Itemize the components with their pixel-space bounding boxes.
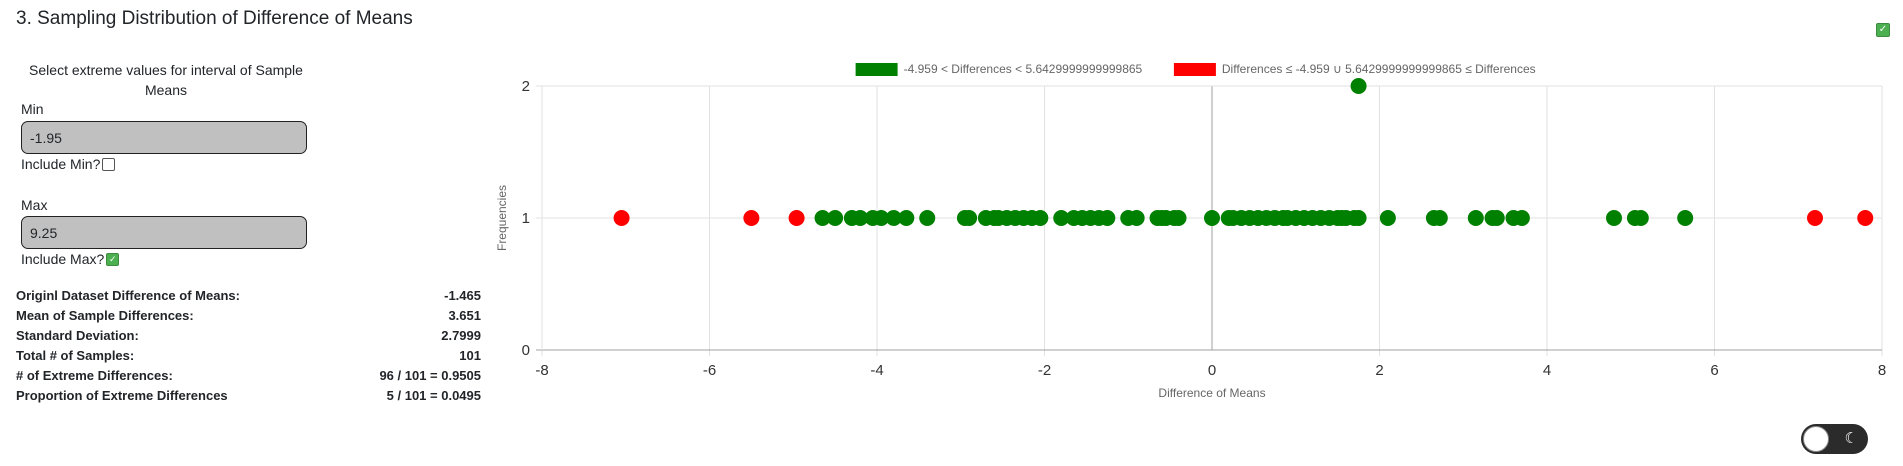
data-point — [1379, 210, 1396, 226]
stat-row: Total # of Samples: 101 — [16, 346, 481, 366]
x-tick-label: 4 — [1543, 362, 1551, 379]
data-point — [788, 210, 805, 226]
data-point — [885, 210, 902, 226]
x-tick-label: -6 — [703, 362, 716, 379]
data-point — [1350, 210, 1367, 226]
data-point — [1204, 210, 1220, 226]
y-tick-label: 2 — [522, 78, 530, 95]
data-point — [961, 210, 978, 226]
difference-of-means-chart: -4.959 < Differences < 5.642999999999986… — [495, 62, 1886, 400]
x-tick-label: -8 — [535, 362, 548, 379]
include-min-label: Include Min? — [21, 156, 101, 172]
stat-row: # of Extreme Differences: 96 / 101 = 0.9… — [16, 366, 481, 386]
data-point — [1128, 210, 1145, 226]
data-point — [613, 210, 630, 226]
stat-row: Originl Dataset Difference of Means: -1.… — [16, 286, 481, 306]
data-point — [898, 210, 915, 226]
data-point — [1170, 210, 1187, 226]
interval-instruction: Select extreme values for interval of Sa… — [29, 62, 303, 98]
data-point — [1032, 210, 1049, 226]
stat-value: 5 / 101 = 0.0495 — [386, 388, 481, 403]
data-point — [1053, 210, 1070, 226]
x-tick-label: 0 — [1208, 362, 1216, 379]
data-point — [1513, 210, 1530, 226]
moon-icon: ☾ — [1844, 430, 1858, 447]
include-max-checkbox[interactable]: ✓ — [106, 252, 120, 266]
stat-value: 2.7999 — [441, 328, 481, 343]
x-tick-label: -2 — [1038, 362, 1051, 379]
toggle-knob — [1803, 426, 1829, 452]
theme-toggle[interactable]: ☾ — [1801, 424, 1868, 454]
stat-value: 96 / 101 = 0.9505 — [379, 368, 481, 383]
data-point — [1099, 210, 1116, 226]
x-tick-label: 6 — [1710, 362, 1718, 379]
x-axis-title: Difference of Means — [1158, 386, 1265, 400]
data-point — [873, 210, 890, 226]
stat-label: # of Extreme Differences: — [16, 368, 173, 383]
chart-axes: -8 -6 -4 -2 0 2 4 6 8 0 1 2 Difference of Means Frequ… — [495, 78, 1886, 400]
data-point — [1467, 210, 1484, 226]
stat-label: Total # of Samples: — [16, 348, 135, 363]
max-label: Max — [21, 197, 48, 213]
stat-value: -1.465 — [444, 288, 481, 303]
data-point — [1632, 210, 1649, 226]
y-tick-label: 0 — [522, 342, 530, 359]
stat-value: 101 — [459, 348, 481, 363]
chart-legend: -4.959 < Differences < 5.642999999999986… — [855, 62, 1536, 76]
max-input[interactable] — [21, 216, 307, 249]
data-point — [1606, 210, 1622, 226]
stat-row: Proportion of Extreme Differences 5 / 10… — [16, 386, 481, 406]
stat-row: Standard Deviation: 2.7999 — [16, 326, 481, 346]
data-point — [1807, 210, 1823, 226]
section-visibility-checkbox[interactable]: ✓ — [1876, 23, 1890, 37]
summary-statistics: Originl Dataset Difference of Means: -1.… — [16, 286, 481, 406]
legend-label: Differences ≤ -4.959 ∪ 5.642999999999986… — [1222, 62, 1536, 76]
data-point — [743, 210, 760, 226]
stat-label: Originl Dataset Difference of Means: — [16, 288, 240, 303]
data-point — [852, 210, 869, 226]
x-tick-label: 2 — [1375, 362, 1383, 379]
min-input[interactable] — [21, 121, 307, 154]
include-max-label: Include Max? — [21, 251, 105, 267]
x-tick-label: -4 — [870, 362, 883, 379]
include-min-checkbox[interactable] — [102, 157, 116, 171]
data-point — [1677, 210, 1694, 226]
x-tick-label: 8 — [1878, 362, 1886, 379]
stat-label: Standard Deviation: — [16, 328, 139, 343]
include-min-row: Include Min? — [21, 156, 116, 172]
legend-label: -4.959 < Differences < 5.642999999999986… — [904, 62, 1143, 76]
data-point — [1350, 78, 1367, 94]
y-tick-label: 1 — [522, 210, 530, 227]
data-point — [814, 210, 831, 226]
legend-swatch — [1173, 63, 1216, 76]
data-point — [919, 210, 936, 226]
min-label: Min — [21, 101, 44, 117]
stat-row: Mean of Sample Differences: 3.651 — [16, 306, 481, 326]
data-point — [827, 210, 844, 226]
legend-swatch — [855, 63, 898, 76]
stat-label: Proportion of Extreme Differences — [16, 388, 228, 403]
stat-label: Mean of Sample Differences: — [16, 308, 194, 323]
data-point — [1431, 210, 1448, 226]
data-point — [1857, 210, 1874, 226]
chart-points — [613, 78, 1874, 226]
include-max-row: Include Max? ✓ — [21, 251, 120, 267]
data-point — [1488, 210, 1505, 226]
y-axis-title: Frequencies — [495, 185, 509, 251]
stat-value: 3.651 — [448, 308, 481, 323]
section-title: 3. Sampling Distribution of Difference o… — [16, 8, 413, 29]
